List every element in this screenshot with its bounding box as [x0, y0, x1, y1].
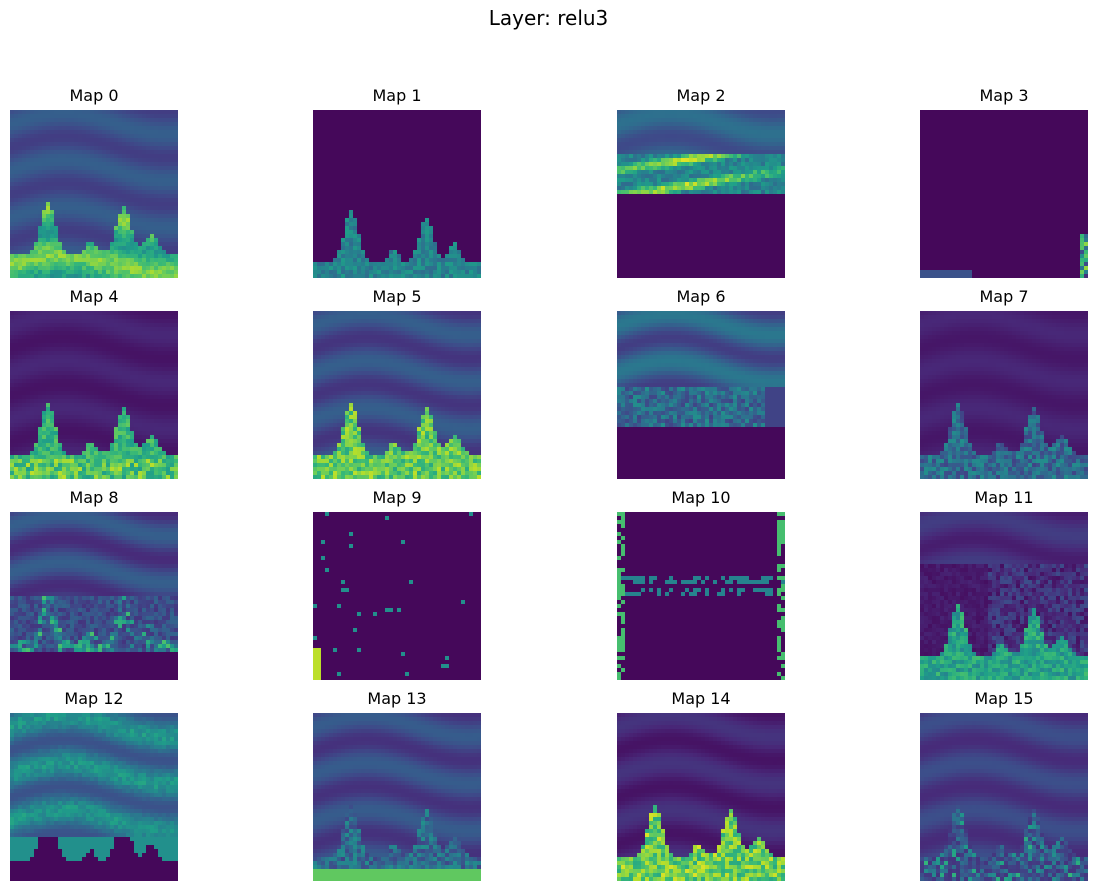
heatmap-8	[10, 512, 178, 680]
chart-title: Layer: relu3	[488, 6, 609, 30]
map-title: Map 2	[676, 86, 726, 105]
map-title: Map 0	[69, 86, 119, 105]
map-title: Map 10	[671, 488, 731, 507]
map-title: Map 9	[372, 488, 422, 507]
map-title: Map 6	[676, 287, 726, 306]
map-title: Map 4	[69, 287, 119, 306]
heatmap-9	[313, 512, 481, 680]
map-title: Map 11	[974, 488, 1034, 507]
map-title: Map 8	[69, 488, 119, 507]
heatmap-15	[920, 713, 1088, 881]
heatmap-1	[313, 110, 481, 278]
map-title: Map 13	[367, 689, 427, 708]
map-title: Map 3	[979, 86, 1029, 105]
heatmap-13	[313, 713, 481, 881]
map-title: Map 12	[64, 689, 124, 708]
heatmap-3	[920, 110, 1088, 278]
heatmap-4	[10, 311, 178, 479]
heatmap-7	[920, 311, 1088, 479]
heatmap-10	[617, 512, 785, 680]
heatmap-0	[10, 110, 178, 278]
map-title: Map 14	[671, 689, 731, 708]
map-title: Map 15	[974, 689, 1034, 708]
heatmap-2	[617, 110, 785, 278]
heatmap-12	[10, 713, 178, 881]
heatmap-14	[617, 713, 785, 881]
map-title: Map 1	[372, 86, 422, 105]
heatmap-5	[313, 311, 481, 479]
map-title: Map 5	[372, 287, 422, 306]
heatmap-11	[920, 512, 1088, 680]
heatmap-6	[617, 311, 785, 479]
map-title: Map 7	[979, 287, 1029, 306]
